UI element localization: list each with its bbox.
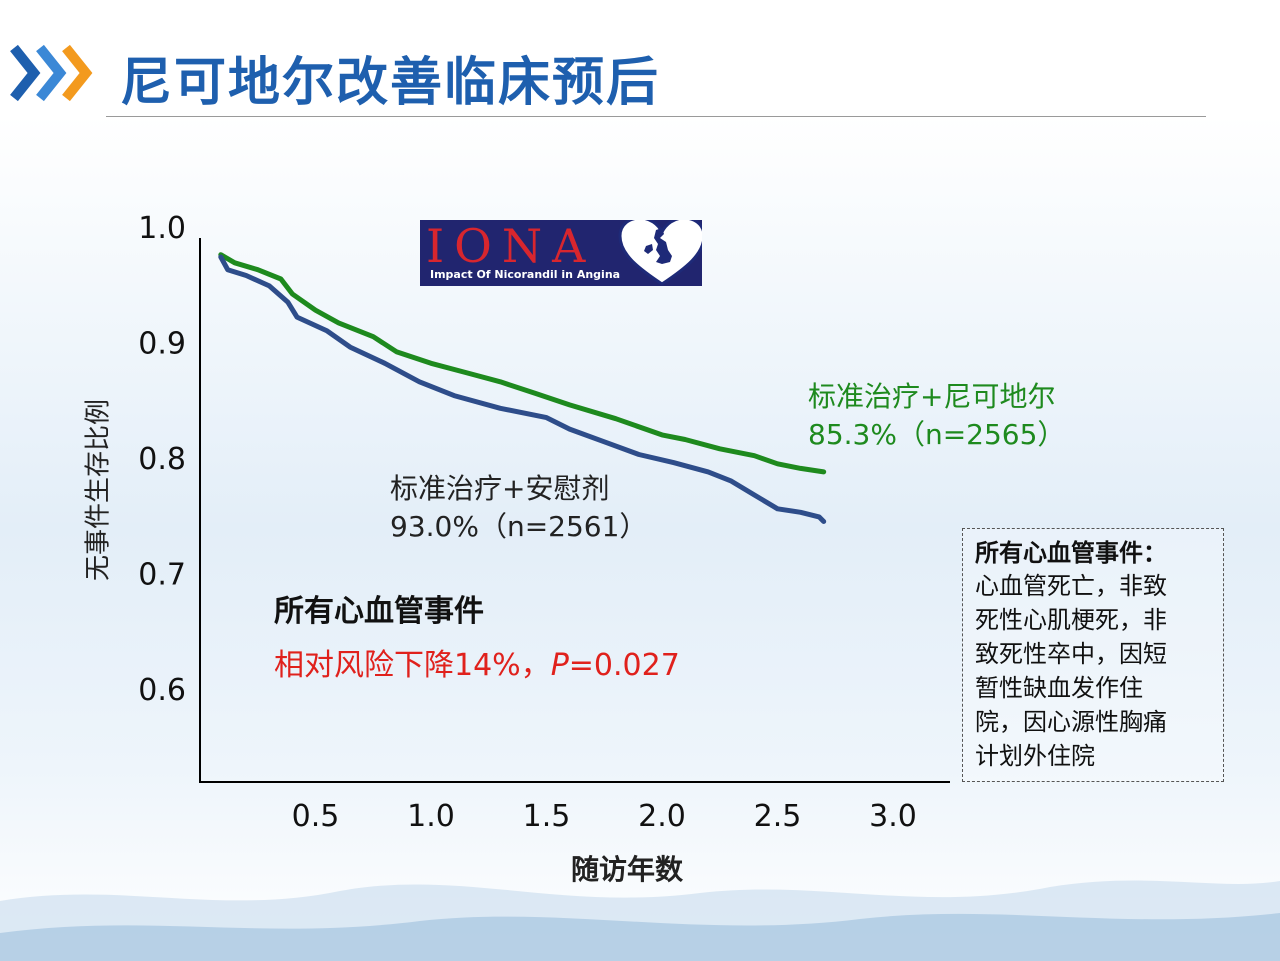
y-tick-label: 1.0 bbox=[138, 211, 186, 246]
mountain-scenery-decoration bbox=[0, 880, 1280, 961]
x-axis-label: 随访年数 bbox=[570, 853, 684, 886]
nicorandil-series-line bbox=[218, 252, 827, 475]
risk-reduction-text: 相对风险下降14%，P=0.027 bbox=[274, 640, 680, 684]
risk-reduction-prefix: 相对风险下降14%， bbox=[274, 648, 551, 683]
green-series-stat: 85.3%（n=2565） bbox=[808, 418, 1066, 451]
p-symbol: P bbox=[550, 648, 569, 683]
heart-map-icon bbox=[618, 220, 702, 286]
iona-logo-word: IONA bbox=[426, 220, 596, 273]
definition-line: 致死性卒中，因短 bbox=[975, 640, 1167, 668]
definition-line: 暂性缺血发作住 bbox=[975, 674, 1143, 702]
definition-line: 死性心肌梗死，非 bbox=[975, 606, 1167, 634]
x-tick-label: 3.0 bbox=[869, 799, 917, 834]
green-series-label: 标准治疗+尼可地尔 85.3%（n=2565） bbox=[808, 378, 1065, 454]
p-value: =0.027 bbox=[568, 648, 680, 683]
definition-line: 心血管死亡，非致 bbox=[975, 572, 1167, 600]
blue-series-stat: 93.0%（n=2561） bbox=[390, 510, 648, 543]
outcome-title: 所有心血管事件 bbox=[274, 594, 484, 629]
y-tick-label: 0.9 bbox=[138, 327, 186, 362]
x-tick-label: 2.5 bbox=[754, 799, 802, 834]
y-axis-label: 无事件生存比例 bbox=[83, 398, 114, 582]
x-tick-label: 0.5 bbox=[292, 799, 340, 834]
page-title: 尼可地尔改善临床预后 bbox=[120, 53, 661, 113]
title-divider bbox=[106, 116, 1206, 117]
definition-line: 计划外住院 bbox=[975, 742, 1095, 770]
definition-line: 院，因心源性胸痛 bbox=[975, 708, 1167, 736]
y-tick-label: 0.8 bbox=[138, 442, 186, 477]
iona-logo: IONA Impact Of Nicorandil in Angina bbox=[420, 220, 702, 286]
x-tick-label: 2.0 bbox=[638, 799, 686, 834]
blue-series-name: 标准治疗+安慰剂 bbox=[390, 472, 610, 505]
definition-title: 所有心血管事件： bbox=[975, 539, 1167, 567]
y-tick-label: 0.6 bbox=[138, 673, 186, 708]
chevron-arrows-icon bbox=[10, 44, 93, 102]
x-tick-label: 1.0 bbox=[407, 799, 455, 834]
placebo-series-line bbox=[218, 254, 827, 524]
blue-series-label: 标准治疗+安慰剂 93.0%（n=2561） bbox=[390, 470, 647, 546]
y-tick-label: 0.7 bbox=[138, 558, 186, 593]
x-tick-label: 1.5 bbox=[523, 799, 571, 834]
definition-body: 心血管死亡，非致 死性心肌梗死，非 致死性卒中，因短 暂性缺血发作住 院，因心源… bbox=[975, 569, 1213, 773]
definition-box: 所有心血管事件： 心血管死亡，非致 死性心肌梗死，非 致死性卒中，因短 暂性缺血… bbox=[962, 528, 1224, 782]
green-series-name: 标准治疗+尼可地尔 bbox=[808, 380, 1056, 413]
iona-logo-subtitle: Impact Of Nicorandil in Angina bbox=[430, 268, 621, 281]
